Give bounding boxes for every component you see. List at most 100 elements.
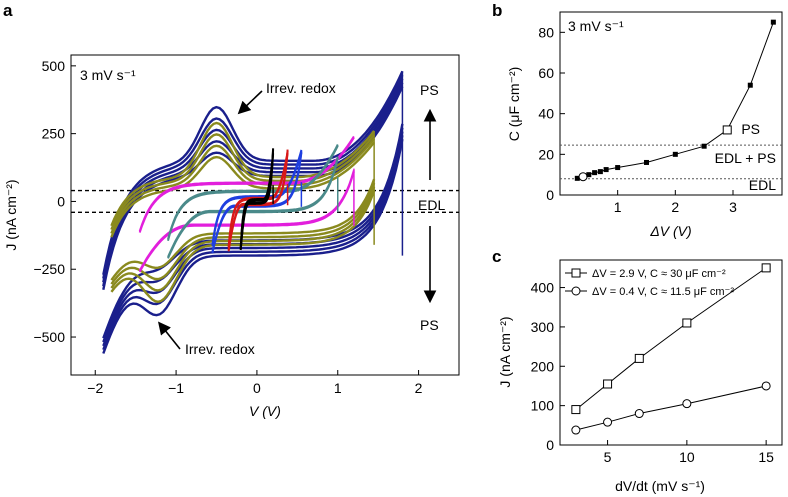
panel-b-point [597,169,603,175]
panel-c-point-square [571,405,581,415]
panel-b-point [770,19,776,25]
cv-reverse-sweep [138,170,355,272]
panel-c-ytick-label: 300 [531,319,555,335]
cv-forward-sweep [102,74,404,279]
panel-b-point [574,175,580,181]
panel-b-x-ticks: 1 2 3 [614,190,737,215]
irrev-bottom-arrow [158,321,181,350]
panel-c-point-square [682,318,692,328]
panel-c-point-square [761,263,771,273]
panel-c-xtick-label: 15 [758,449,774,465]
panel-a-xtick-label: 0 [253,380,261,396]
legend-label-square: ΔV = 2.9 V, C ≈ 30 μF cm⁻² [592,268,726,280]
panel-b-threshold-ps-label: PS [741,121,760,137]
panel-b-point [672,151,678,157]
cv-reverse-sweep [167,156,339,258]
annotation-edl: EDL [418,197,445,213]
legend-square-marker [571,268,581,278]
panel-a-frame [70,54,460,376]
panel-b-ytick-label: 80 [538,24,554,40]
panel-b-title: 3 mV s⁻¹ [568,18,624,34]
panel-b-ytick-label: 60 [538,65,554,81]
irrev-top-arrow [237,90,263,115]
cv-forward-sweep [102,70,404,275]
panel-b-ytick-label: 20 [538,146,554,162]
panel-a-title: 3 mV s⁻¹ [80,67,136,83]
panel-b-ylabel: C (μF cm⁻²) [506,67,522,142]
panel-c-point-circle [603,417,613,427]
panel-b-plot [574,19,776,182]
panel-b-ytick-label: 40 [538,106,554,122]
panel-b-xtick-label: 1 [614,199,622,215]
panel-a-x-ticks: −2 −1 0 1 2 [87,370,423,396]
panel-c-letter: c [492,247,501,266]
panel-c-point-square [634,353,644,363]
annotation-irrev-top: Irrev. redox [266,80,336,96]
panel-c-y-ticks: 0 100 200 300 400 [531,280,565,453]
panel-b-ytick-label: 0 [546,187,554,203]
panel-b-point [592,170,598,176]
panel-a-letter: a [3,1,13,20]
cv-forward-sweep [110,133,376,231]
panel-a-ytick-label: −500 [33,329,65,345]
panel-a-y-ticks: −500 −250 0 250 500 [33,58,76,345]
panel-a-ytick-label: 500 [42,58,66,74]
panel-a: −2 −1 0 1 2 −500 −250 0 250 500 3 mV s⁻¹ V (V) J… [3,54,460,419]
cv-reverse-sweep [110,190,376,304]
panel-a-xtick-label: −1 [168,380,184,396]
panel-c-ytick-label: 200 [531,358,555,374]
panel-c-frame [559,259,783,446]
panel-b-frame [559,11,783,196]
panel-a-loops [102,70,404,354]
legend-circle-marker [571,286,581,296]
annotation-ps-top: PS [420,82,439,98]
panel-a-ylabel: J (nA cm⁻²) [3,179,19,250]
panel-b-point-open-square [722,125,732,135]
panel-b-y-ticks: 0 20 40 60 80 [538,24,565,203]
panel-c-point-square [603,379,613,389]
panel-c-x-ticks: 5 10 15 [604,440,774,465]
panel-b-point [643,159,649,165]
panel-c-xtick-label: 10 [679,449,695,465]
panel-c-point-circle [761,381,771,391]
annotation-irrev-bottom: Irrev. redox [185,341,255,357]
panel-c-legend: ΔV = 2.9 V, C ≈ 30 μF cm⁻² ΔV = 0.4 V, C… [565,268,734,298]
cv-forward-sweep [167,145,339,242]
panel-b-region-label: EDL + PS [715,150,776,166]
panel-c-ytick-label: 0 [546,437,554,453]
panel-b-point [603,167,609,173]
cv-loop-loop-0.8V [167,144,339,259]
panel-a-ytick-label: 250 [42,126,66,142]
cv-reverse-sweep [102,138,404,354]
panel-b-threshold-edl-label: EDL [749,177,776,193]
cv-loop-loop-0.2V [239,148,275,251]
panel-b-xlabel: ΔV (V) [649,223,691,239]
cv-forward-sweep [110,137,376,234]
panel-b-point [586,172,592,178]
cv-reverse-sweep [102,131,404,347]
cv-reverse-sweep [239,148,275,249]
cv-reverse-sweep [138,171,355,273]
cv-reverse-sweep [110,186,376,292]
annotation-ps-bottom: PS [420,317,439,333]
cv-reverse-sweep [102,135,404,351]
panel-b-thresholds [560,144,782,180]
panel-c-plot [571,263,771,435]
panel-c-point-circle [682,399,692,409]
panel-c-xlabel: dV/dt (mV s⁻¹) [615,478,705,494]
panel-a-xlabel: V (V) [249,403,281,419]
panel-a-ytick-label: 0 [57,193,65,209]
panel-b: 1 2 3 0 20 40 60 80 3 mV s⁻¹ PS EDL + PS EDL Δ… [506,11,783,239]
panel-b-xtick-label: 3 [729,199,737,215]
panel-c: 5 10 15 0 100 200 300 400 ΔV = 2.9 V, C ≈ 30 μ… [497,259,783,494]
panel-b-letter: b [492,1,502,20]
panel-b-point [701,143,707,149]
legend-label-circle: ΔV = 0.4 V, C ≈ 11.5 μF cm⁻² [592,286,734,298]
panel-a-ytick-label: −250 [33,261,65,277]
cv-loop-loop-1.45V [110,121,376,304]
panel-c-ylabel: J (nA cm⁻²) [497,316,513,387]
panel-b-point [615,165,621,171]
panel-b-point-open-circle [578,172,588,182]
panel-c-ytick-label: 400 [531,280,555,296]
